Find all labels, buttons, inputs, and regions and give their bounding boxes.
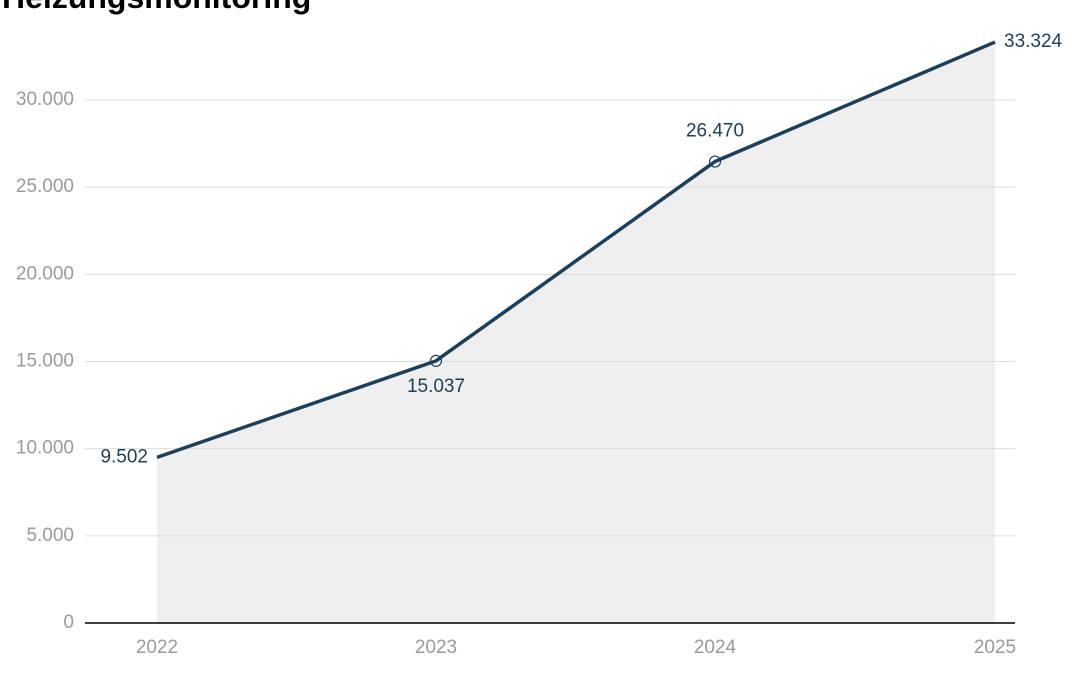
y-tick-label: 15.000 — [16, 351, 74, 372]
data-label: 26.470 — [686, 121, 744, 142]
y-tick-label: 0 — [63, 612, 74, 633]
y-tick-label: 20.000 — [16, 263, 74, 284]
x-tick-label: 2024 — [694, 637, 737, 658]
y-tick-label: 25.000 — [16, 176, 74, 197]
marker — [429, 354, 443, 367]
marker — [708, 155, 722, 168]
x-tick-label: 2025 — [974, 637, 1016, 658]
y-tick-label: 5.000 — [26, 525, 74, 546]
x-tick-label: 2023 — [415, 637, 457, 658]
data-label: 15.037 — [407, 376, 465, 397]
y-tick-label: 10.000 — [16, 438, 74, 459]
x-tick-label: 2022 — [136, 637, 178, 658]
chart-title: Heizungsmonitoring — [2, 0, 311, 15]
data-label: 33.324 — [1004, 31, 1063, 52]
line — [156, 40, 996, 460]
data-label: 9.502 — [100, 446, 148, 467]
y-tick-label: 30.000 — [16, 89, 74, 110]
